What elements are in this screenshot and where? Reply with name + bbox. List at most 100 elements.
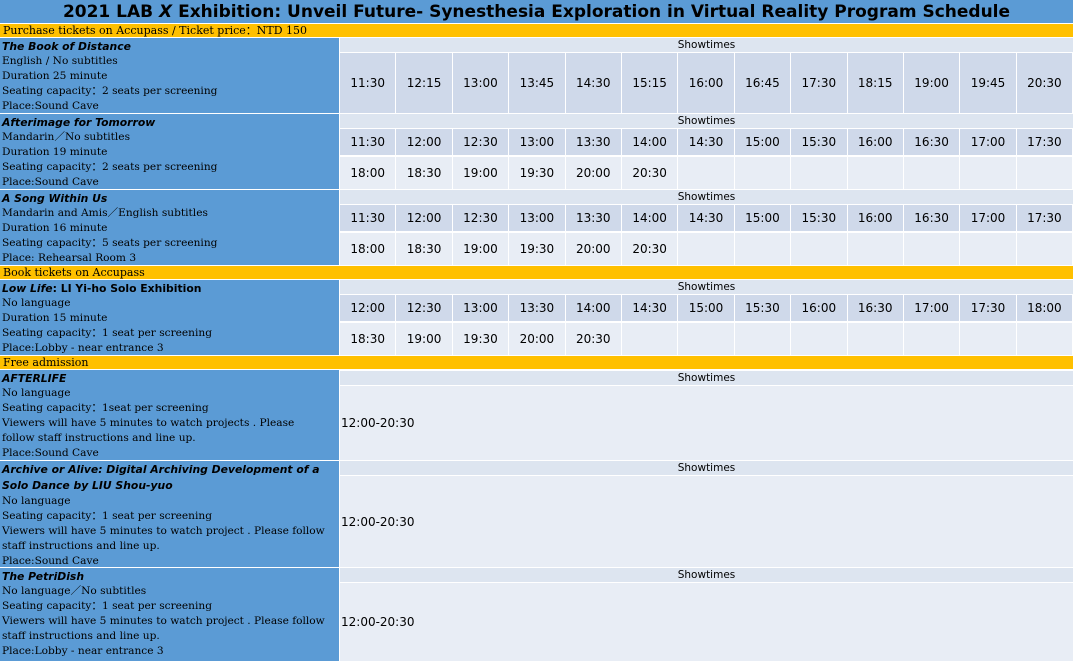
showtimes-header: Showtimes [340,461,1073,475]
empty-cell [734,323,791,355]
showtime-cell: 17:30 [1016,129,1073,155]
showtime-cell: 16:00 [847,129,903,155]
page-title: 2021 LAB X Exhibition: Unveil Future- Sy… [0,0,1073,24]
empty-cell [791,233,847,265]
program-language: No language／No subtitles [2,585,147,598]
empty-cell [791,323,847,355]
showtime-cell: 18:30 [340,323,396,355]
showtime-cell: 15:00 [678,295,734,321]
program-capacity: Seating capacity：2 seats per screening [2,161,218,174]
showtime-cell: 12:00 [396,205,452,231]
showtime-cell: 18:00 [340,157,396,189]
program-capacity: Seating capacity：5 seats per screening [2,237,218,250]
showtime-cell: 12:30 [452,205,509,231]
empty-cell [847,323,903,355]
program-duration: Duration 19 minute [2,146,108,159]
showtime-cell: 12:30 [452,129,509,155]
showtime-cell: 13:00 [509,129,565,155]
showtime-cell: 17:30 [1016,205,1073,231]
showtime-cell: 13:00 [509,205,565,231]
empty-cell [847,233,903,265]
empty-cell [621,323,678,355]
showtime-row: 11:30 12:00 12:30 13:00 13:30 14:00 14:30 15:00… [340,205,1073,231]
empty-cell [1016,323,1073,355]
showtime-cell: 17:00 [903,295,960,321]
showtime-cell: 18:00 [1016,295,1073,321]
empty-cell [791,157,847,189]
program-title: A Song Within Us [2,192,108,205]
showtime-cell: 12:00 [396,129,452,155]
empty-cell [960,323,1016,355]
showtime-cell: 15:00 [734,129,791,155]
showtime-cell: 17:30 [960,295,1016,321]
showtime-cell: 12:30 [396,295,452,321]
showtime-cell: 13:30 [565,205,621,231]
showtime-cell: 19:00 [903,53,960,113]
showtime-cell: 18:30 [396,233,452,265]
showtime-cell: 18:15 [847,53,903,113]
empty-cell [678,233,734,265]
showtime-cell: 15:30 [791,129,847,155]
showtime-cell: 15:15 [621,53,678,113]
showtime-cell: 19:30 [509,157,565,189]
showtimes-header: Showtimes [340,568,1073,582]
showtime-cell: 14:30 [621,295,678,321]
showtime-row: 18:30 19:00 19:30 20:00 20:30 [340,323,1073,355]
showtime-cell: 18:30 [396,157,452,189]
program-title: AFTERLIFE [2,372,67,385]
empty-cell [678,157,734,189]
showtime-cell: 19:45 [960,53,1016,113]
showtime-cell: 14:30 [678,129,734,155]
showtime-cell: 14:30 [678,205,734,231]
program-duration: Duration 16 minute [2,222,108,235]
showtime-cell: 13:00 [452,295,509,321]
program-language: English / No subtitles [2,55,118,68]
program-duration: Duration 15 minute [2,312,108,325]
program-title: The PetriDish [2,570,85,583]
showtime-cell: 19:00 [452,233,509,265]
section-banner-book: Book tickets on Accupass [0,266,1073,279]
showtime-cell: 16:30 [903,205,960,231]
program-title: Archive or Alive: Digital Archiving Deve… [2,463,320,492]
program-language: Mandarin／No subtitles [2,131,131,144]
showtimes-header: Showtimes [340,190,1073,204]
showtime-cell: 17:00 [960,129,1016,155]
showtime-cell: 13:45 [509,53,565,113]
program-place: Place:Lobby - near entrance 3 [2,645,164,658]
program-title: Low Life: LI Yi-ho Solo Exhibition [2,282,202,295]
showtime-range: 12:00-20:30 [340,476,1073,567]
program-info: Archive or Alive: Digital Archiving Deve… [0,461,339,567]
showtimes-header: Showtimes [340,280,1073,294]
showtime-cell: 15:30 [791,205,847,231]
empty-cell [678,323,734,355]
showtime-row: 18:00 18:30 19:00 19:30 20:00 20:30 [340,233,1073,265]
program-place: Place:Lobby - near entrance 3 [2,342,164,355]
empty-cell [1016,233,1073,265]
program-capacity: Seating capacity：1 seat per screening [2,327,212,340]
showtime-cell: 16:00 [791,295,847,321]
program-title: The Book of Distance [2,40,131,53]
showtime-cell: 16:30 [847,295,903,321]
program-place: Place:Sound Cave [2,447,99,460]
showtime-row: 11:30 12:00 12:30 13:00 13:30 14:00 14:30 15:00… [340,129,1073,155]
empty-cell [903,323,960,355]
program-info: The PetriDish No language／No subtitles S… [0,568,339,661]
showtime-cell: 11:30 [340,205,396,231]
program-language: No language [2,297,71,310]
showtime-cell: 16:00 [678,53,734,113]
program-note: Viewers will have 5 minutes to watch pro… [2,417,295,445]
showtimes-header: Showtimes [340,371,1073,385]
showtimes-header: Showtimes [340,38,1073,52]
program-capacity: Seating capacity：2 seats per screening [2,85,218,98]
program-duration: Duration 25 minute [2,70,108,83]
program-info: AFTERLIFE No language Seating capacity：1… [0,370,339,460]
program-place: Place:Sound Cave [2,176,99,189]
program-capacity: Seating capacity：1 seat per screening [2,600,212,613]
empty-cell [734,157,791,189]
showtime-cell: 20:30 [1016,53,1073,113]
showtime-cell: 20:00 [565,157,621,189]
program-language: No language [2,495,71,507]
showtime-cell: 14:00 [621,129,678,155]
showtime-cell: 14:00 [565,295,621,321]
showtime-cell: 13:30 [565,129,621,155]
